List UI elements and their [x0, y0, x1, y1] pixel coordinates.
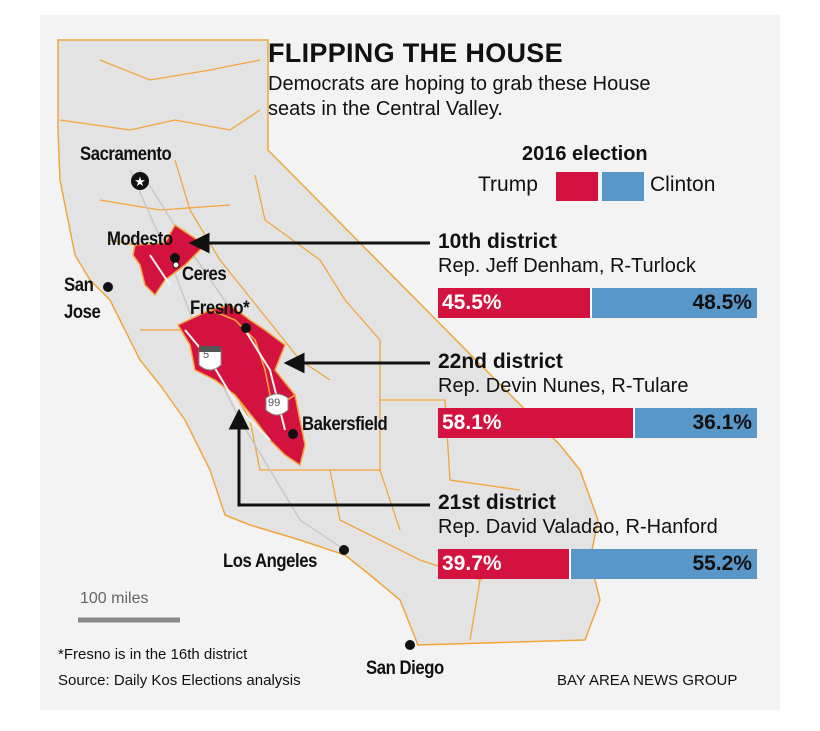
ca-99-label: 99 — [268, 397, 281, 409]
city-label-sacramento: Sacramento — [80, 144, 172, 165]
city-label-modesto: Modesto — [107, 229, 173, 250]
clinton-bar: 36.1% — [634, 408, 757, 438]
interstate-5-label: 5 — [203, 349, 210, 361]
city-label-fresno: Fresno* — [190, 298, 250, 319]
legend-swatch-clinton — [602, 172, 644, 201]
scale-label: 100 miles — [80, 590, 149, 607]
legend-title: 2016 election — [522, 143, 648, 165]
legend-swatch-trump — [556, 172, 598, 201]
district-rep: Rep. Devin Nunes, R-Tulare — [438, 375, 689, 397]
subtitle-line: Democrats are hoping to grab these House — [268, 73, 651, 95]
district-rep: Rep. David Valadao, R-Hanford — [438, 516, 718, 538]
trump-bar: 58.1% — [438, 408, 635, 438]
california-land — [57, 39, 601, 646]
arrows — [188, 232, 430, 507]
district-title: 22nd district — [438, 350, 563, 373]
subtitle: Democrats are hoping to grab these House… — [268, 72, 650, 122]
trump-bar: 39.7% — [438, 549, 572, 579]
district-bar: 45.5% 48.5% — [438, 288, 757, 318]
ca-99-shield — [265, 393, 289, 416]
district-title: 21st district — [438, 491, 556, 514]
city-label-san: San — [64, 275, 94, 296]
legend-label-clinton: Clinton — [650, 173, 716, 196]
subtitle-line: seats in the Central Valley. — [268, 98, 503, 120]
trump-bar: 45.5% — [438, 288, 593, 318]
credit: BAY AREA NEWS GROUP — [557, 672, 738, 689]
interstate-5-shield — [198, 346, 222, 371]
capital-star-icon: ★ — [134, 174, 146, 189]
district-bar: 58.1% 36.1% — [438, 408, 757, 438]
city-label-los-angeles: Los Angeles — [223, 551, 317, 572]
page-title: FLIPPING THE HOUSE — [268, 38, 563, 68]
footnote: *Fresno is in the 16th district — [58, 646, 248, 663]
district-bar: 39.7% 55.2% — [438, 549, 757, 579]
city-label-jose: Jose — [64, 302, 101, 323]
clinton-bar: 48.5% — [592, 288, 757, 318]
source: Source: Daily Kos Elections analysis — [58, 672, 301, 689]
clinton-bar: 55.2% — [571, 549, 757, 579]
city-label-san-diego: San Diego — [366, 658, 444, 679]
district-title: 10th district — [438, 230, 558, 253]
city-markers — [103, 172, 415, 650]
legend-label-trump: Trump — [478, 173, 538, 196]
district-10-shape — [132, 223, 207, 297]
city-label-ceres: Ceres — [182, 264, 227, 285]
district-rep: Rep. Jeff Denham, R-Turlock — [438, 255, 696, 277]
city-label-bakersfield: Bakersfield — [302, 414, 388, 435]
